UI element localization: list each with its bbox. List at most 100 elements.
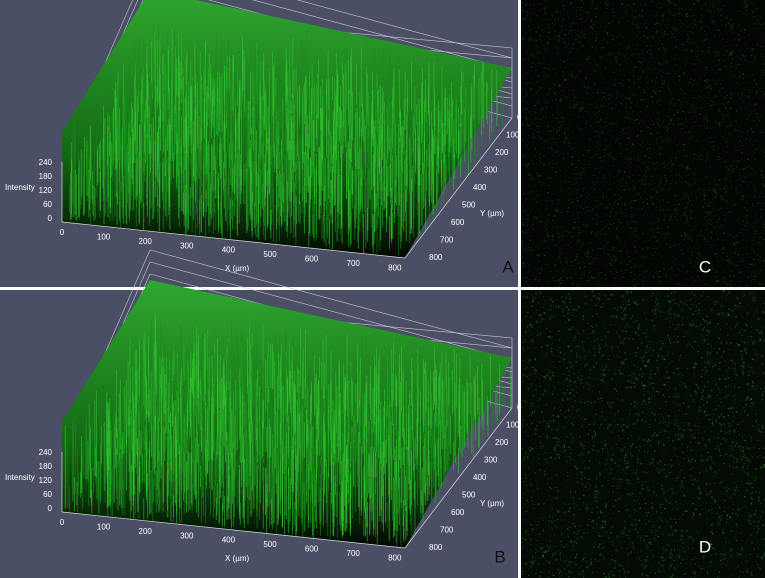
noise-dot: [611, 349, 613, 351]
noise-dot: [705, 241, 707, 243]
noise-dot: [718, 158, 720, 160]
noise-dot: [662, 394, 665, 396]
noise-dot: [762, 310, 764, 313]
noise-dot: [730, 553, 733, 555]
noise-dot: [547, 153, 549, 155]
noise-dot: [600, 397, 602, 399]
noise-dot: [654, 251, 657, 253]
noise-dot: [600, 554, 602, 556]
noise-dot: [657, 435, 659, 437]
noise-dot: [603, 381, 605, 383]
noise-dot: [738, 33, 740, 36]
noise-dot: [597, 272, 599, 275]
noise-dot: [537, 26, 539, 29]
noise-dot: [616, 346, 619, 348]
noise-dot: [585, 381, 587, 384]
noise-dot: [571, 181, 573, 183]
noise-dot: [638, 519, 641, 521]
noise-dot: [738, 576, 740, 578]
noise-dot: [642, 88, 645, 90]
noise-dot: [690, 214, 692, 217]
noise-dot: [688, 112, 690, 114]
noise-dot: [570, 277, 573, 280]
noise-dot: [747, 213, 749, 216]
noise-dot: [659, 257, 661, 259]
noise-dot: [617, 535, 619, 537]
noise-dot: [588, 383, 590, 385]
noise-dot: [647, 341, 649, 343]
noise-dot: [704, 385, 706, 388]
noise-dot: [556, 444, 558, 446]
noise-dot: [727, 377, 730, 379]
noise-dot: [650, 118, 652, 120]
noise-dot: [752, 343, 754, 345]
noise-dot: [565, 197, 567, 199]
noise-dot: [742, 54, 744, 56]
noise-dot: [617, 487, 619, 489]
noise-dot: [735, 411, 738, 413]
noise-dot: [668, 123, 670, 125]
noise-dot: [565, 543, 568, 545]
noise-dot: [599, 236, 601, 238]
noise-dot: [546, 423, 549, 425]
noise-dot: [746, 253, 748, 255]
noise-dot: [546, 41, 549, 43]
noise-dot: [555, 474, 557, 476]
noise-dot: [713, 189, 715, 191]
noise-dot: [719, 519, 721, 521]
noise-dot: [729, 54, 731, 56]
noise-dot: [706, 87, 708, 89]
noise-dot: [669, 1, 671, 3]
noise-dot: [644, 565, 646, 567]
noise-dot: [599, 472, 601, 474]
noise-dot: [725, 177, 728, 179]
noise-dot: [735, 487, 738, 489]
noise-dot: [651, 254, 653, 256]
noise-dot: [722, 314, 724, 316]
noise-dot: [548, 199, 550, 202]
noise-dot: [583, 391, 586, 394]
noise-dot: [538, 279, 540, 281]
noise-dot: [543, 502, 545, 504]
noise-dot: [521, 180, 523, 182]
noise-dot: [719, 179, 721, 181]
noise-dot: [683, 167, 686, 169]
noise-dot: [661, 146, 663, 148]
noise-dot: [526, 94, 528, 96]
noise-dot: [561, 235, 563, 238]
noise-dot: [730, 18, 732, 21]
noise-dot: [741, 555, 743, 557]
noise-dot: [699, 410, 701, 412]
noise-dot: [628, 564, 630, 567]
noise-dot: [745, 556, 747, 558]
noise-dot: [701, 398, 703, 400]
noise-dot: [532, 228, 534, 230]
noise-dot: [755, 513, 757, 515]
noise-dot: [697, 496, 699, 499]
noise-dot: [669, 217, 671, 219]
noise-dot: [635, 34, 638, 36]
noise-dot: [645, 560, 647, 562]
noise-dot: [720, 443, 722, 445]
noise-dot: [651, 0, 653, 3]
noise-dot: [570, 261, 573, 263]
noise-dot: [750, 326, 752, 328]
noise-dot: [692, 2, 695, 4]
noise-dot: [697, 275, 699, 277]
noise-dot: [650, 140, 652, 142]
noise-dot: [628, 413, 631, 415]
noise-dot: [763, 63, 765, 65]
noise-dot: [657, 145, 659, 147]
noise-dot: [674, 393, 676, 395]
noise-dot: [579, 110, 581, 112]
noise-dot: [661, 256, 663, 258]
noise-dot: [663, 396, 665, 398]
noise-dot: [690, 475, 692, 477]
noise-dot: [576, 481, 579, 483]
noise-dot: [582, 454, 585, 456]
noise-dot: [752, 382, 754, 384]
noise-dot: [716, 418, 718, 421]
noise-dot: [548, 561, 551, 564]
noise-dot: [687, 236, 689, 238]
noise-dot: [595, 304, 597, 306]
